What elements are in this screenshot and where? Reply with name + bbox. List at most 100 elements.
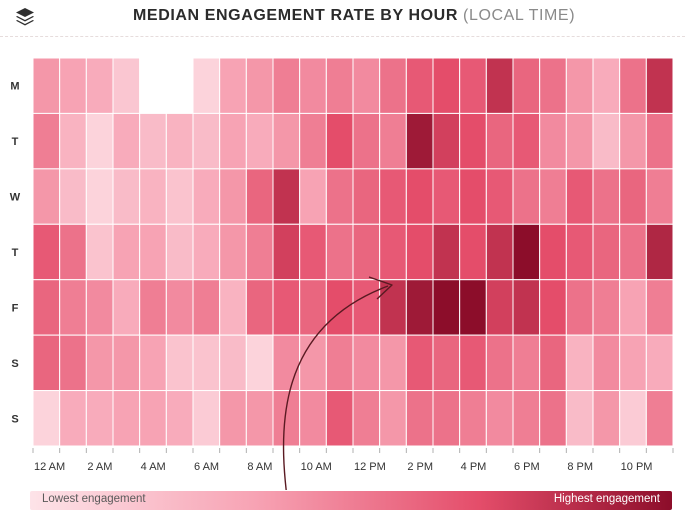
heatmap-cell — [539, 57, 567, 114]
heatmap-cell — [85, 334, 114, 392]
heatmap-cell — [565, 57, 594, 114]
heatmap-cell — [379, 57, 407, 114]
heatmap-cell — [139, 279, 167, 336]
heatmap-cell — [539, 279, 567, 336]
heatmap-cell — [325, 279, 354, 336]
heatmap-cell — [299, 112, 327, 170]
y-axis-label: T — [12, 136, 19, 148]
heatmap-cell — [565, 279, 594, 336]
heatmap-cell — [619, 57, 647, 114]
heatmap-cell — [432, 390, 461, 447]
heatmap-cell — [485, 57, 514, 114]
heatmap-cell — [539, 168, 567, 225]
heatmap-cell — [192, 390, 221, 447]
heatmap-cell — [619, 279, 647, 336]
heatmap-cell — [272, 112, 301, 170]
x-axis-label: 12 AM — [34, 461, 65, 473]
heatmap-cell — [379, 279, 407, 336]
y-axis-label: M — [10, 81, 19, 93]
heatmap-cell — [459, 57, 487, 114]
heatmap-cell — [192, 334, 221, 392]
y-axis-label: S — [11, 413, 18, 425]
heatmap-cell — [165, 57, 194, 114]
heatmap-cell — [299, 223, 327, 281]
heatmap-cell — [432, 168, 461, 225]
heatmap-cell — [245, 57, 274, 114]
heatmap-cell — [352, 168, 381, 225]
heatmap-cell — [139, 334, 167, 392]
heatmap-cell — [165, 223, 194, 281]
heatmap-cell — [112, 112, 141, 170]
heatmap-cell — [59, 334, 87, 392]
heatmap-cell — [165, 168, 194, 225]
heatmap-cell — [59, 112, 87, 170]
heatmap-cell — [645, 279, 674, 336]
heatmap-cell — [245, 390, 274, 447]
heatmap-cell — [272, 390, 301, 447]
x-axis-label: 2 AM — [87, 461, 112, 473]
heatmap-cell — [645, 112, 674, 170]
heatmap-cell — [352, 279, 381, 336]
heatmap-cell — [645, 390, 674, 447]
heatmap-cell — [592, 168, 621, 225]
heatmap-cell — [219, 57, 247, 114]
heatmap-cell — [405, 223, 434, 281]
heatmap-cell — [645, 168, 674, 225]
heatmap-cell — [379, 390, 407, 447]
heatmap-cell — [139, 112, 167, 170]
heatmap-cell — [539, 334, 567, 392]
x-axis-ticks — [32, 448, 674, 453]
heatmap-cell — [32, 279, 61, 336]
heatmap-cell — [219, 112, 247, 170]
heatmap-cell — [352, 112, 381, 170]
heatmap-cell — [512, 390, 541, 447]
heatmap-cell — [299, 168, 327, 225]
heatmap-cell — [165, 390, 194, 447]
curved-arrow-icon — [282, 285, 389, 490]
heatmap-cell — [192, 279, 221, 336]
x-axis-label: 2 PM — [407, 461, 433, 473]
x-axis-labels: 12 AM 2 AM 4 AM 6 AM 8 AM 10 AM 12 PM 2 PM 4 PM 6… — [34, 461, 652, 473]
heatmap-cell — [485, 334, 514, 392]
heatmap-cell — [565, 168, 594, 225]
heatmap-cell — [325, 112, 354, 170]
heatmap-cell — [565, 112, 594, 170]
heatmap-cell — [85, 223, 114, 281]
legend-low-label: Lowest engagement — [42, 493, 146, 505]
heatmap-cell — [325, 390, 354, 447]
heatmap-cell — [405, 57, 434, 114]
heatmap-cell — [32, 223, 61, 281]
heatmap-cell — [432, 279, 461, 336]
heatmap-cell — [85, 279, 114, 336]
heatmap-cell — [325, 57, 354, 114]
color-legend: Lowest engagement Highest engagement — [30, 491, 672, 510]
x-axis-label: 8 AM — [247, 461, 272, 473]
heatmap-cell — [645, 57, 674, 114]
layers-icon[interactable] — [14, 6, 36, 28]
heatmap-cell — [59, 279, 87, 336]
x-axis-label: 8 PM — [567, 461, 593, 473]
legend-high-label: Highest engagement — [553, 493, 660, 505]
heatmap-cells — [32, 57, 674, 447]
y-axis-labels: M T W T F S S — [10, 81, 21, 426]
heatmap-cell — [272, 223, 301, 281]
heatmap-cell — [619, 112, 647, 170]
heatmap-cell — [379, 112, 407, 170]
heatmap-cell — [325, 168, 354, 225]
heatmap-cell — [112, 223, 141, 281]
heatmap-cell — [245, 279, 274, 336]
heatmap-cell — [85, 112, 114, 170]
heatmap-cell — [405, 390, 434, 447]
heatmap-cell — [459, 334, 487, 392]
heatmap-cell — [619, 334, 647, 392]
x-axis-label: 4 AM — [141, 461, 166, 473]
heatmap-cell — [272, 279, 301, 336]
heatmap-cell — [512, 112, 541, 170]
heatmap-cell — [539, 112, 567, 170]
chart-title: MEDIAN ENGAGEMENT RATE BY HOUR (LOCAL TI… — [133, 7, 575, 25]
heatmap-cell — [352, 334, 381, 392]
heatmap-cell — [352, 57, 381, 114]
heatmap-cell — [112, 57, 141, 114]
heatmap-cell — [432, 57, 461, 114]
heatmap-cell — [512, 168, 541, 225]
